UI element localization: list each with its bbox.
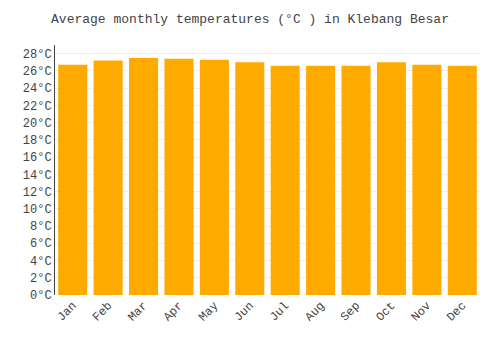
svg-text:4°C: 4°C	[30, 255, 52, 269]
svg-text:20°C: 20°C	[23, 117, 52, 131]
svg-text:Oct: Oct	[373, 299, 398, 324]
svg-text:26°C: 26°C	[23, 65, 52, 79]
svg-text:Aug: Aug	[303, 299, 328, 324]
svg-text:Jun: Jun	[232, 299, 257, 324]
svg-text:Average monthly temperatures (: Average monthly temperatures (°C ) in Kl…	[51, 12, 449, 27]
svg-text:0°C: 0°C	[30, 289, 52, 303]
svg-text:Mar: Mar	[125, 299, 150, 324]
svg-text:8°C: 8°C	[30, 220, 52, 234]
svg-text:24°C: 24°C	[23, 82, 52, 96]
svg-text:2°C: 2°C	[30, 272, 52, 286]
svg-text:Nov: Nov	[409, 299, 434, 324]
svg-text:14°C: 14°C	[23, 169, 52, 183]
svg-text:10°C: 10°C	[23, 203, 52, 217]
svg-text:Apr: Apr	[161, 299, 186, 324]
svg-text:Sep: Sep	[338, 299, 363, 324]
svg-text:Jul: Jul	[267, 299, 292, 324]
svg-text:22°C: 22°C	[23, 100, 52, 114]
svg-text:May: May	[196, 299, 221, 324]
svg-text:Dec: Dec	[444, 299, 469, 324]
svg-text:18°C: 18°C	[23, 134, 52, 148]
svg-text:6°C: 6°C	[30, 237, 52, 251]
svg-text:12°C: 12°C	[23, 186, 52, 200]
svg-text:Jan: Jan	[55, 299, 80, 324]
svg-text:16°C: 16°C	[23, 151, 52, 165]
svg-text:28°C: 28°C	[23, 48, 52, 62]
svg-text:Feb: Feb	[90, 299, 115, 324]
